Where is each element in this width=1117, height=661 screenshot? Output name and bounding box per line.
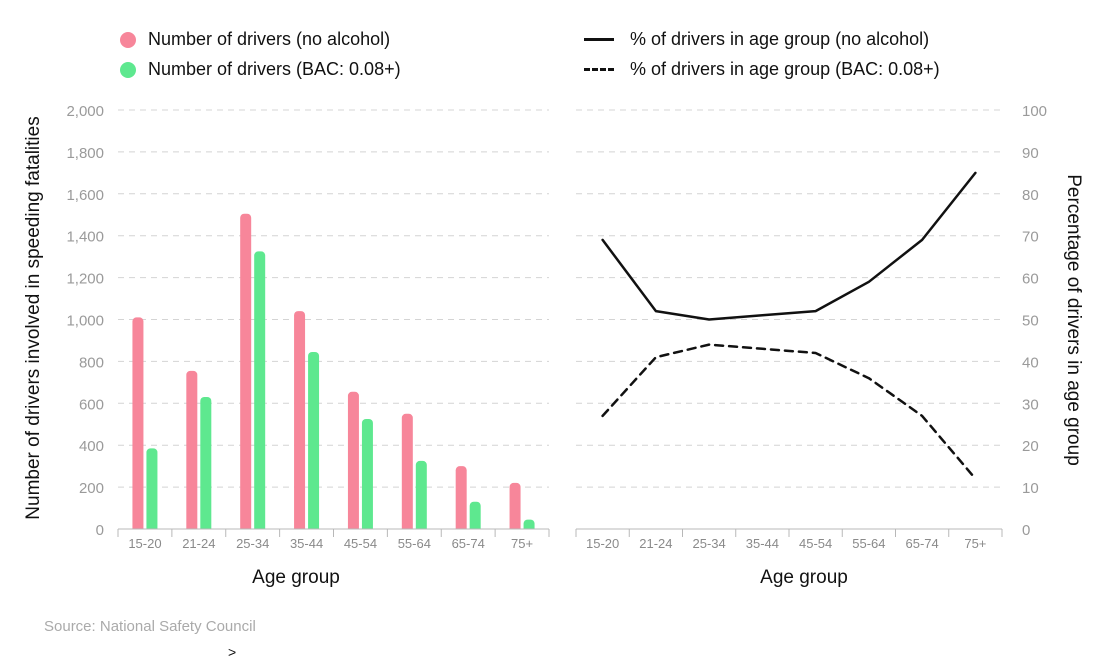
bar-x-tick-label: 15-20	[128, 536, 161, 551]
line-y-tick-label: 10	[1022, 480, 1039, 497]
legend-label: Number of drivers (BAC: 0.08+)	[148, 59, 401, 79]
bar-x-tick-label: 25-34	[236, 536, 269, 551]
bar-y-tick-label: 1,600	[66, 187, 104, 204]
line-y-tick-label: 20	[1022, 438, 1039, 455]
legend-label: % of drivers in age group (BAC: 0.08+)	[630, 59, 940, 79]
bar-bac	[146, 448, 158, 533]
legend-item-line-no-alcohol: % of drivers in age group (no alcohol)	[584, 29, 929, 50]
line-x-tick-label: 25-34	[693, 536, 726, 551]
line-x-tick-label: 15-20	[586, 536, 619, 551]
line-y-tick-label: 100	[1022, 103, 1047, 120]
bar-bac	[200, 397, 212, 533]
line-y-tick-label: 50	[1022, 313, 1039, 330]
bar-y-tick-label: 200	[79, 480, 104, 497]
line-x-axis-title: Age group	[760, 567, 848, 588]
line-y-tick-label: 60	[1022, 271, 1039, 288]
bar-x-tick-label: 55-64	[398, 536, 431, 551]
bar-x-tick-label: 65-74	[452, 536, 485, 551]
legend-line-solid	[584, 38, 614, 41]
line-x-tick-label: 45-54	[799, 536, 832, 551]
line-series-bac	[601, 343, 977, 480]
bar-y-tick-label: 1,400	[66, 229, 104, 246]
legend-line-dashed	[584, 68, 614, 71]
bar-x-tick-label: 75+	[511, 536, 533, 551]
line-chart-panel: 0 10 20 30 40 50 60 70 80 90 100 15-20 21-24 25-34 35-…	[575, 103, 1084, 588]
line-x-tick-label: 65-74	[906, 536, 939, 551]
bar-no-alcohol	[186, 370, 198, 533]
legend-label: Number of drivers (no alcohol)	[148, 29, 391, 49]
bar-bac	[469, 501, 481, 533]
bar-no-alcohol	[347, 391, 359, 533]
bar-bac	[361, 419, 373, 533]
line-y-tick-label: 0	[1022, 522, 1030, 539]
bar-x-tick-label: 21-24	[182, 536, 215, 551]
legend-swatch-green	[120, 61, 136, 78]
line-x-tick-label: 55-64	[852, 536, 885, 551]
line-x-tick-label: 75+	[964, 536, 986, 551]
line-x-tick-label: 35-44	[746, 536, 779, 551]
legend-swatch-pink	[120, 31, 136, 48]
legend-item-bar-no-alcohol: Number of drivers (no alcohol)	[120, 29, 390, 50]
bar-bac	[415, 460, 427, 533]
line-y-axis-title: Percentage of drivers in age group	[1063, 174, 1084, 466]
bar-y-tick-label: 800	[79, 354, 104, 371]
bar-no-alcohol	[240, 213, 252, 533]
line-y-tick-label: 90	[1022, 145, 1039, 162]
bar-y-axis-title: Number of drivers involved in speeding f…	[23, 116, 44, 519]
bar-no-alcohol	[401, 413, 413, 533]
line-x-tick-label: 21-24	[639, 536, 672, 551]
legend-item-bar-bac: Number of drivers (BAC: 0.08+)	[120, 59, 401, 80]
bar-y-tick-label: 400	[79, 438, 104, 455]
line-series-no-alcohol	[601, 171, 977, 321]
bar-x-tick-label: 35-44	[290, 536, 323, 551]
bar-no-alcohol	[509, 482, 521, 533]
bar-y-tick-label: 600	[79, 396, 104, 413]
bar-bac	[308, 351, 320, 533]
legend-label: % of drivers in age group (no alcohol)	[630, 29, 930, 49]
caret-glyph: >	[228, 644, 237, 660]
bar-chart-panel: 0 200 400 600 800 1,000 1,200 1,400 1,600 1,800 2,…	[23, 103, 551, 588]
line-y-tick-label: 70	[1022, 229, 1039, 246]
bar-y-tick-label: 0	[96, 522, 104, 539]
bar-bac	[254, 251, 266, 533]
bar-y-tick-label: 1,800	[66, 145, 104, 162]
bar-no-alcohol	[132, 317, 144, 533]
bar-no-alcohol	[455, 466, 467, 533]
bar-x-axis-title: Age group	[252, 567, 340, 588]
line-y-tick-label: 40	[1022, 354, 1039, 371]
bar-y-tick-label: 1,000	[66, 313, 104, 330]
bar-y-tick-label: 2,000	[66, 103, 104, 120]
bar-x-tick-label: 45-54	[344, 536, 377, 551]
legend-item-line-bac: % of drivers in age group (BAC: 0.08+)	[584, 59, 940, 80]
line-y-tick-label: 30	[1022, 396, 1039, 413]
bar-no-alcohol	[294, 311, 306, 533]
source-note: Source: National Safety Council	[44, 618, 256, 635]
bar-y-tick-label: 1,200	[66, 271, 104, 288]
line-y-tick-label: 80	[1022, 187, 1039, 204]
